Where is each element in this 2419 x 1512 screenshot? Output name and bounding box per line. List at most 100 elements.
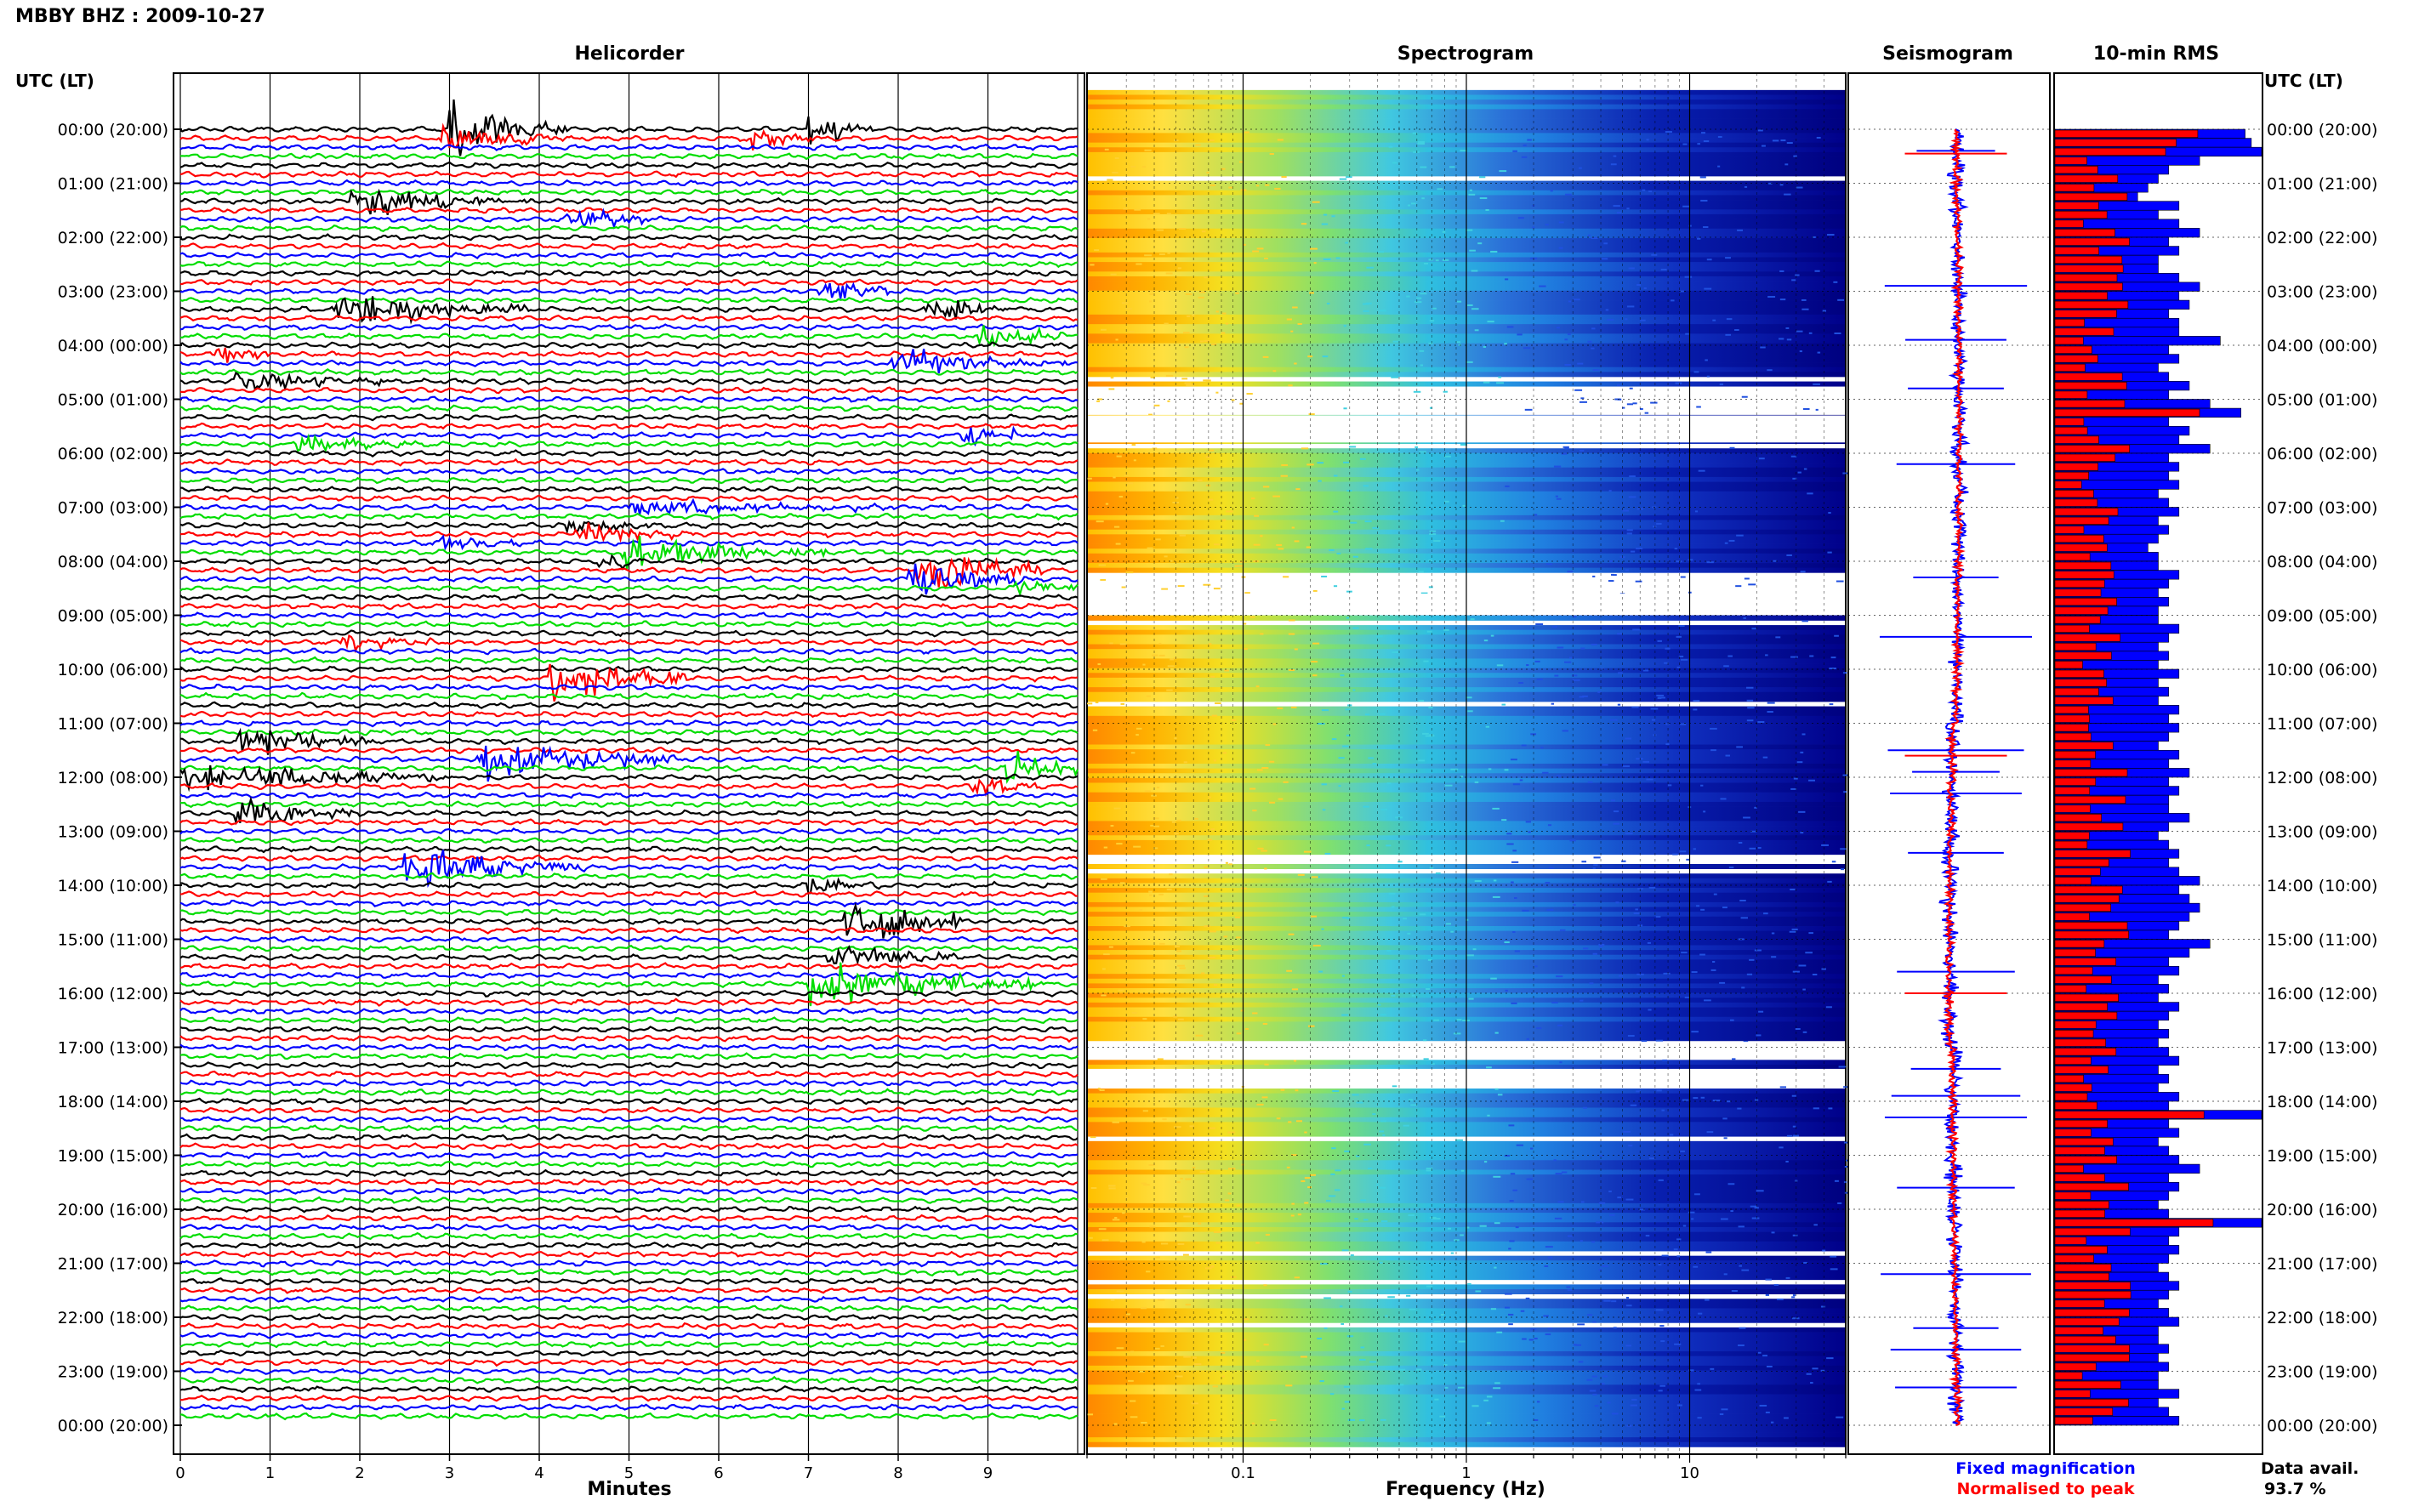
spectrogram-speckle <box>1611 1300 1617 1303</box>
spectrogram-speckle <box>1699 953 1705 956</box>
spectrogram-speckle <box>1610 573 1614 576</box>
spectrogram-speckle <box>1395 816 1403 819</box>
time-label: 22:00 (18:00) <box>2267 1309 2377 1327</box>
spectrogram-speckle <box>1379 1130 1385 1133</box>
spectrogram-speckle <box>1706 561 1714 564</box>
rms-bar-normalised <box>2054 858 2109 867</box>
spectrogram-speckle <box>1486 1395 1493 1398</box>
spectrogram-speckle <box>1828 1107 1833 1110</box>
spectrogram-speckle <box>1429 530 1437 532</box>
spectrogram-speckle <box>1352 627 1359 629</box>
spectrogram-speckle <box>1231 719 1237 721</box>
spectrogram-speckle <box>1094 249 1100 252</box>
spectrogram-speckle <box>1587 781 1593 783</box>
spectrogram-speckle <box>1693 371 1699 373</box>
spectrogram-speckle <box>1260 535 1263 537</box>
spectrogram-speckle <box>1784 193 1791 196</box>
spectrogram-speckle <box>1628 496 1636 498</box>
spectrogram-speckle <box>1612 574 1617 577</box>
spectrogram-speckle <box>1124 475 1130 477</box>
rms-bar-normalised <box>2054 516 2109 525</box>
spectrogram-speckle <box>1133 459 1136 462</box>
spectrogram-speckle <box>1738 1344 1745 1347</box>
spectrogram-speckle <box>1717 135 1722 138</box>
spectrogram-speckle <box>1779 184 1784 186</box>
rms-bar-normalised <box>2054 1219 2214 1227</box>
rms-bar-normalised <box>2054 742 2114 750</box>
spectrogram-speckle <box>1490 1308 1497 1310</box>
spectrogram-speckle <box>1731 1290 1738 1293</box>
helicorder-trace <box>179 1070 1079 1078</box>
spectrogram-speckle <box>1144 254 1153 257</box>
spectrogram-speckle <box>1235 292 1239 294</box>
helicorder-trace <box>179 485 1079 493</box>
legend-normalised-to-peak: Normalised to peak <box>1956 1480 2134 1498</box>
spectrogram-speckle <box>1244 592 1250 594</box>
spectrogram-speckle <box>1646 778 1653 781</box>
spectrogram-speckle <box>1311 876 1318 878</box>
spectrogram-speckle <box>1737 229 1743 231</box>
spectrogram-speckle <box>1427 958 1432 961</box>
spectrogram-speckle <box>1511 1002 1517 1004</box>
spectrogram-speckle <box>1429 1216 1437 1219</box>
spectrogram-speckle <box>1719 1413 1724 1416</box>
spectrogram-speckle <box>1252 250 1260 253</box>
spectrogram-speckle <box>1228 1168 1236 1170</box>
spectrogram-speckle <box>1329 549 1335 552</box>
helicorder-trace <box>179 188 1079 215</box>
spectrogram-speckle <box>1467 304 1473 306</box>
rms-bar-normalised <box>2054 832 2090 840</box>
spectrogram-speckle <box>1786 1134 1793 1137</box>
spectrogram-speckle <box>1676 1404 1682 1407</box>
spectrogram-speckle <box>1125 571 1134 574</box>
spectrogram-speckle <box>1261 850 1267 852</box>
spectrogram-speckle <box>1224 669 1229 672</box>
spectrogram-speckle <box>1147 547 1153 549</box>
spectrogram-speckle <box>1725 257 1731 259</box>
spectrogram-speckle <box>1684 276 1693 278</box>
time-label: 08:00 (04:00) <box>58 553 168 571</box>
spectrogram-speckle <box>1165 272 1173 275</box>
spectrogram-speckle <box>1580 647 1585 650</box>
spectrogram-speckle <box>1236 565 1244 567</box>
spectrogram-speckle <box>1545 224 1549 226</box>
spectrogram-speckle <box>1602 1375 1608 1378</box>
spectrogram-speckle <box>1340 1305 1343 1308</box>
spectrogram-speckle <box>1485 725 1490 728</box>
minute-tick-label: 0 <box>175 1464 185 1482</box>
spectrogram-speckle <box>1793 155 1797 157</box>
spectrogram-speckle <box>1479 197 1488 200</box>
spectrogram-speckle <box>1134 208 1141 211</box>
spectrogram-speckle <box>1746 719 1754 722</box>
spectrogram-speckle <box>1564 338 1568 341</box>
spectrogram-speckle <box>1356 1101 1363 1104</box>
spectrogram-speckle <box>1124 925 1130 928</box>
spectrogram-speckle <box>1154 1347 1160 1350</box>
helicorder-trace <box>179 1142 1079 1151</box>
rms-bar-normalised <box>2054 724 2089 732</box>
spectrogram-speckle <box>1450 768 1459 770</box>
spectrogram-speckle <box>1301 223 1307 225</box>
spectrogram-speckle <box>1221 168 1226 170</box>
spectrogram-speckle <box>1703 226 1709 229</box>
helicorder-trace <box>179 449 1079 458</box>
rms-bar-normalised <box>2054 867 2101 876</box>
spectrogram-speckle <box>1413 390 1421 393</box>
spectrogram-speckle <box>1379 310 1386 312</box>
time-label: 23:00 (19:00) <box>2267 1363 2377 1382</box>
spectrogram-speckle <box>1528 831 1531 833</box>
rms-bar-normalised <box>2054 1093 2088 1101</box>
spectrogram-speckle <box>1551 702 1555 705</box>
helicorder-trace <box>179 580 1079 597</box>
time-label: 17:00 (13:00) <box>2267 1039 2377 1058</box>
helicorder-trace <box>179 872 1079 880</box>
spectrogram-speckle <box>1691 971 1698 974</box>
spectrogram-speckle <box>1115 543 1121 545</box>
spectrogram-speckle <box>1646 139 1649 141</box>
spectrogram-speckle <box>1479 176 1486 179</box>
spectrogram-speckle <box>1269 760 1275 763</box>
spectrogram-speckle <box>1734 329 1739 332</box>
spectrogram-speckle <box>1493 879 1497 882</box>
spectrogram-speckle <box>1722 1117 1727 1120</box>
time-label: 02:00 (22:00) <box>58 229 168 247</box>
